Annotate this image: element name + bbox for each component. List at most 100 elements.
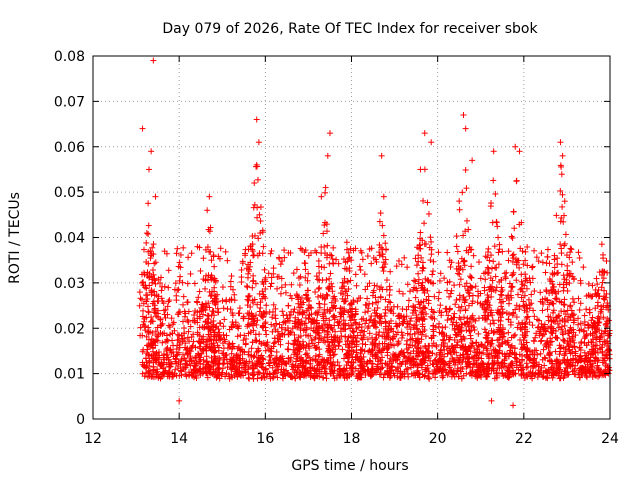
data-point [494, 223, 501, 230]
data-point [285, 346, 292, 353]
data-point [277, 261, 284, 268]
data-point [394, 341, 401, 348]
data-point [398, 334, 405, 341]
x-axis-label: GPS time / hours [291, 458, 408, 474]
data-point [411, 277, 418, 284]
data-point [457, 307, 464, 314]
data-point [282, 289, 289, 296]
data-point [315, 257, 322, 264]
data-point [220, 305, 227, 312]
data-point [378, 152, 385, 159]
data-point [544, 246, 551, 253]
data-point [296, 275, 303, 282]
data-point [382, 240, 389, 247]
data-point [180, 244, 187, 251]
data-point [428, 139, 435, 146]
data-point [205, 312, 212, 319]
data-point [327, 270, 334, 277]
data-point [147, 255, 154, 262]
data-point [162, 314, 169, 321]
data-point [598, 241, 605, 248]
data-point [380, 268, 387, 275]
data-point [404, 365, 411, 372]
data-point [359, 256, 366, 263]
data-point [568, 246, 575, 253]
data-point [558, 171, 565, 178]
data-point [470, 252, 477, 259]
data-point [466, 293, 473, 300]
data-point [558, 163, 565, 170]
data-point [376, 252, 383, 259]
data-point [451, 282, 458, 289]
data-point [326, 260, 333, 267]
data-point [254, 348, 261, 355]
data-point [277, 290, 284, 297]
data-point [231, 297, 238, 304]
data-point [150, 57, 157, 64]
data-point [270, 265, 277, 272]
data-point [352, 271, 359, 278]
data-point [404, 264, 411, 271]
data-point [262, 366, 269, 373]
data-point [330, 260, 337, 267]
data-point [253, 116, 260, 123]
data-point [285, 340, 292, 347]
data-point [469, 157, 476, 164]
data-point [191, 280, 198, 287]
data-point [469, 339, 476, 346]
data-point [542, 269, 549, 276]
data-point [293, 266, 300, 273]
data-point [539, 259, 546, 266]
data-point [268, 280, 275, 287]
data-point [145, 222, 152, 229]
data-point [364, 295, 371, 302]
data-point [561, 198, 568, 205]
data-point [268, 247, 275, 254]
data-point [365, 348, 372, 355]
data-point [364, 253, 371, 260]
data-point [492, 273, 499, 280]
data-point [301, 260, 308, 267]
data-point [552, 295, 559, 302]
data-point [537, 338, 544, 345]
data-point [415, 362, 422, 369]
data-point [444, 287, 451, 294]
data-point [211, 348, 218, 355]
data-point [552, 348, 559, 355]
data-point [513, 277, 520, 284]
data-point [191, 311, 198, 318]
data-point [228, 273, 235, 280]
data-point [285, 302, 292, 309]
data-point [462, 166, 469, 173]
data-point [559, 203, 566, 210]
data-point [176, 397, 183, 404]
data-point [487, 203, 494, 210]
data-point [427, 234, 434, 241]
data-point [594, 281, 601, 288]
data-point [145, 200, 152, 207]
data-point [136, 289, 143, 296]
data-point [244, 321, 251, 328]
data-point [510, 269, 517, 276]
data-point [453, 233, 460, 240]
data-point [440, 343, 447, 350]
data-point [254, 176, 261, 183]
data-point [557, 241, 564, 248]
data-point [495, 234, 502, 241]
data-point [509, 272, 516, 279]
data-point [485, 269, 492, 276]
data-point [538, 337, 545, 344]
data-point [481, 287, 488, 294]
data-point [176, 259, 183, 266]
data-point [505, 248, 512, 255]
data-point [177, 273, 184, 280]
data-point [512, 143, 519, 150]
data-point [447, 290, 454, 297]
data-point [137, 295, 144, 302]
data-point [457, 276, 464, 283]
data-point [364, 308, 371, 315]
data-point [211, 263, 218, 270]
data-point [144, 292, 151, 299]
data-point [214, 309, 221, 316]
data-point [472, 317, 479, 324]
